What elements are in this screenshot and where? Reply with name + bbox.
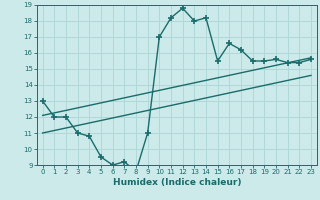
X-axis label: Humidex (Indice chaleur): Humidex (Indice chaleur) <box>113 178 241 187</box>
